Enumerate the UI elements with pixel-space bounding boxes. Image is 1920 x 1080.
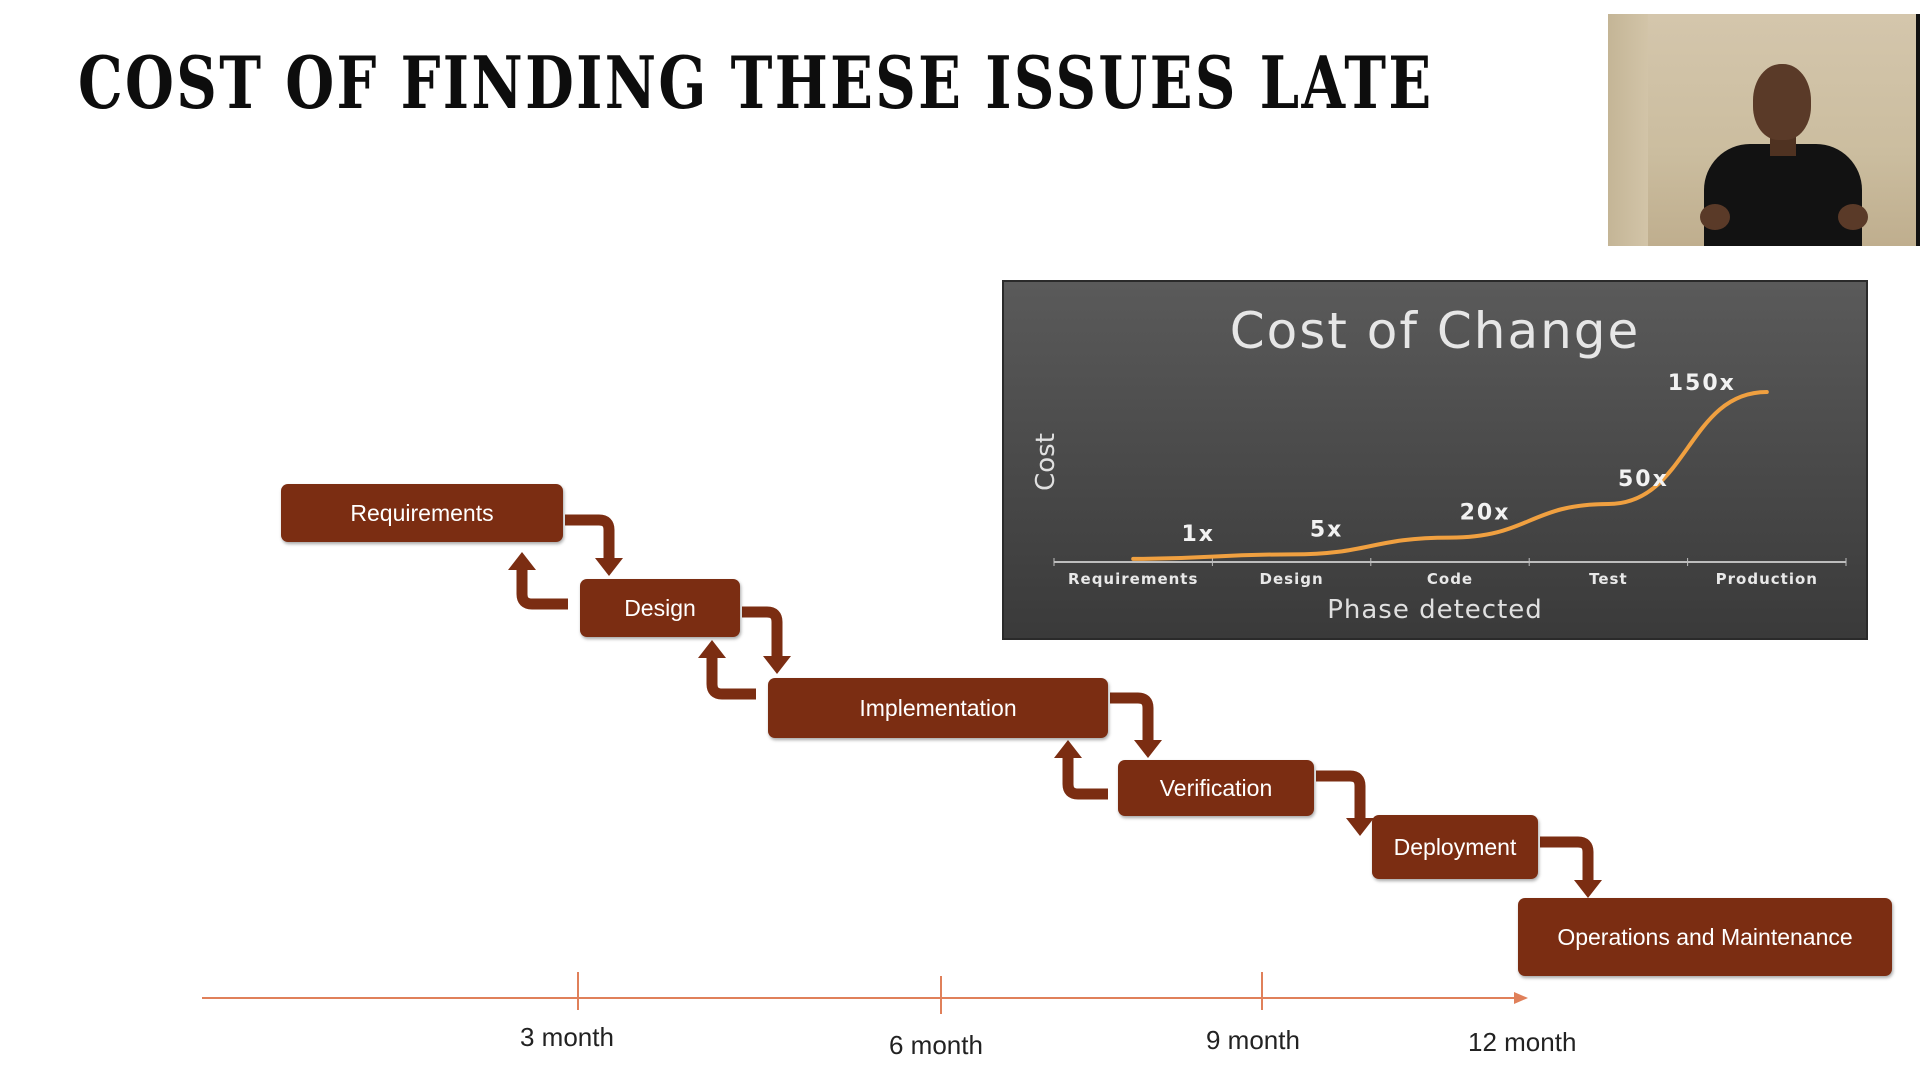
arrow-implementation-back-to-design-head [698,640,726,658]
cost-of-change-chart: Cost of Change Cost Phase detected Requi… [1002,280,1868,640]
arrow-design-to-implementation-head [763,656,791,674]
chart-x-tick-label: Test [1589,570,1628,588]
phase-deployment: Deployment [1372,815,1538,879]
timeline-arrowhead [1514,992,1528,1004]
arrow-verification-back-to-implementation [1062,754,1108,800]
phase-implementation: Implementation [768,678,1108,738]
chart-data-label: 150x [1668,371,1736,396]
phase-requirements: Requirements [281,484,563,542]
chart-data-label: 1x [1181,522,1215,547]
phase-verification: Verification [1118,760,1314,816]
arrow-deployment-to-operations [1540,836,1594,884]
arrow-implementation-to-verification [1110,692,1154,744]
arrow-design-back-to-requirements-head [508,552,536,570]
arrow-design-to-implementation [742,606,783,660]
arrow-verification-back-to-implementation-head [1054,740,1082,758]
chart-data-label: 50x [1618,467,1669,492]
phase-operations-and-maintenance: Operations and Maintenance [1518,898,1892,976]
chart-title: Cost of Change [1230,302,1641,360]
chart-x-tick-label: Requirements [1068,570,1198,588]
presenter-left-hand [1700,204,1730,230]
arrow-implementation-to-verification-head [1134,740,1162,758]
arrow-requirements-to-design [565,514,615,562]
chart-x-tick-label: Code [1427,570,1473,588]
arrow-verification-to-deployment [1316,770,1366,822]
arrow-requirements-to-design-head [595,558,623,576]
chart-x-tick-label: Production [1716,570,1818,588]
chart-y-axis-label: Cost [1031,433,1061,491]
chart-x-axis-label: Phase detected [1327,595,1543,625]
cost-of-change-svg: Cost of Change Cost Phase detected Requi… [1031,302,1847,625]
arrow-implementation-back-to-design [706,654,756,700]
chart-series-line [1131,390,1769,561]
presenter-body [1704,144,1862,246]
chart-data-label: 20x [1460,501,1511,526]
timeline-tick-label: 3 month [520,1022,614,1052]
timeline-tick-label: 12 month [1468,1027,1577,1057]
arrow-design-back-to-requirements [516,566,568,610]
timeline-tick-label: 9 month [1206,1025,1300,1055]
arrow-verification-to-deployment-head [1346,818,1374,836]
phase-design: Design [580,579,740,637]
webcam-background [1608,14,1648,246]
presenter-head [1753,64,1811,140]
presenter-webcam-video [1608,14,1920,246]
slide-title: COST OF FINDING THESE ISSUES LATE [78,40,1434,125]
chart-x-tick-label: Design [1260,570,1324,588]
chart-data-label: 5x [1310,517,1344,542]
arrow-deployment-to-operations-head [1574,880,1602,898]
timeline-tick-label: 6 month [889,1030,983,1060]
presenter-right-hand [1838,204,1868,230]
